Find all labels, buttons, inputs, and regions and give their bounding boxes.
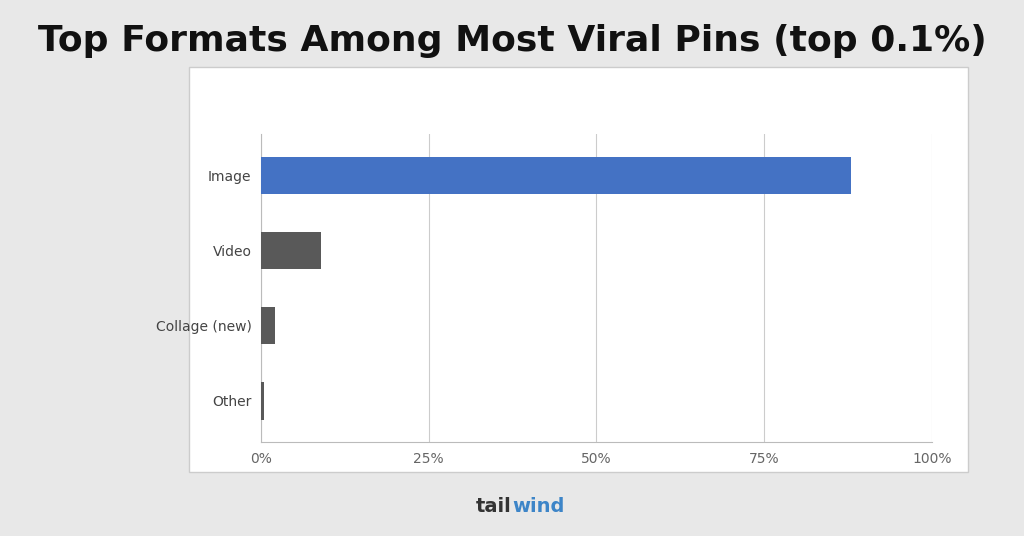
Bar xyxy=(261,307,274,345)
Text: Top Formats Among Most Viral Pins (top 0.1%): Top Formats Among Most Viral Pins (top 0… xyxy=(38,24,986,58)
Text: wind: wind xyxy=(512,497,564,516)
Text: tail: tail xyxy=(476,497,512,516)
Bar xyxy=(261,232,322,269)
Bar xyxy=(261,157,851,194)
Bar xyxy=(261,382,264,420)
